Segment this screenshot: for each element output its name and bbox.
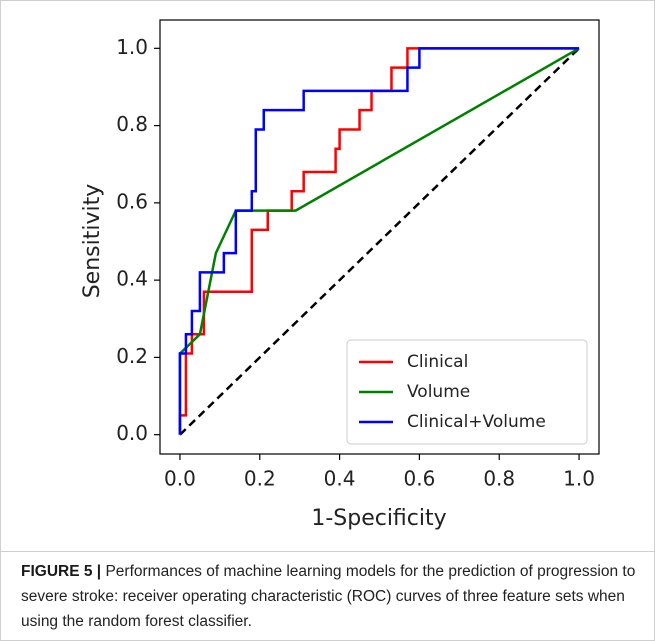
chance-line bbox=[179, 47, 580, 436]
y-tick-label: 0.8 bbox=[116, 112, 148, 136]
legend-label: Clinical bbox=[407, 352, 468, 372]
x-axis-label: 1-Specificity bbox=[311, 506, 446, 531]
x-tick-label: 0.6 bbox=[404, 467, 436, 491]
y-tick-label: 0.6 bbox=[116, 189, 148, 213]
y-tick-label: 0.2 bbox=[116, 344, 148, 368]
caption-text: Performances of machine learning models … bbox=[21, 563, 636, 630]
legend-label: Volume bbox=[407, 382, 470, 402]
separator bbox=[1, 551, 654, 552]
legend-box bbox=[346, 339, 588, 445]
y-tick-label: 1.0 bbox=[116, 35, 148, 59]
plot-frame bbox=[159, 19, 600, 455]
chart: Sensitivity 1-Specificity 0.0 0.2 0.4 0.6 0.… bbox=[80, 19, 600, 531]
x-tick-label: 0.0 bbox=[164, 467, 196, 491]
caption: FIGURE 5 | Performances of machine learn… bbox=[21, 559, 646, 634]
caption-label: FIGURE 5 | bbox=[21, 563, 102, 580]
y-tick-label: 0.0 bbox=[116, 421, 148, 445]
x-tick-label: 0.8 bbox=[483, 467, 515, 491]
y-axis-label: Sensitivity bbox=[80, 184, 105, 299]
x-tick-label: 0.2 bbox=[244, 467, 276, 491]
y-tick-label: 0.4 bbox=[116, 267, 148, 291]
roc-curve bbox=[178, 47, 580, 435]
x-tick-label: 1.0 bbox=[563, 467, 595, 491]
legend-label: Clinical+Volume bbox=[407, 412, 546, 432]
x-tick-label: 0.4 bbox=[324, 467, 356, 491]
